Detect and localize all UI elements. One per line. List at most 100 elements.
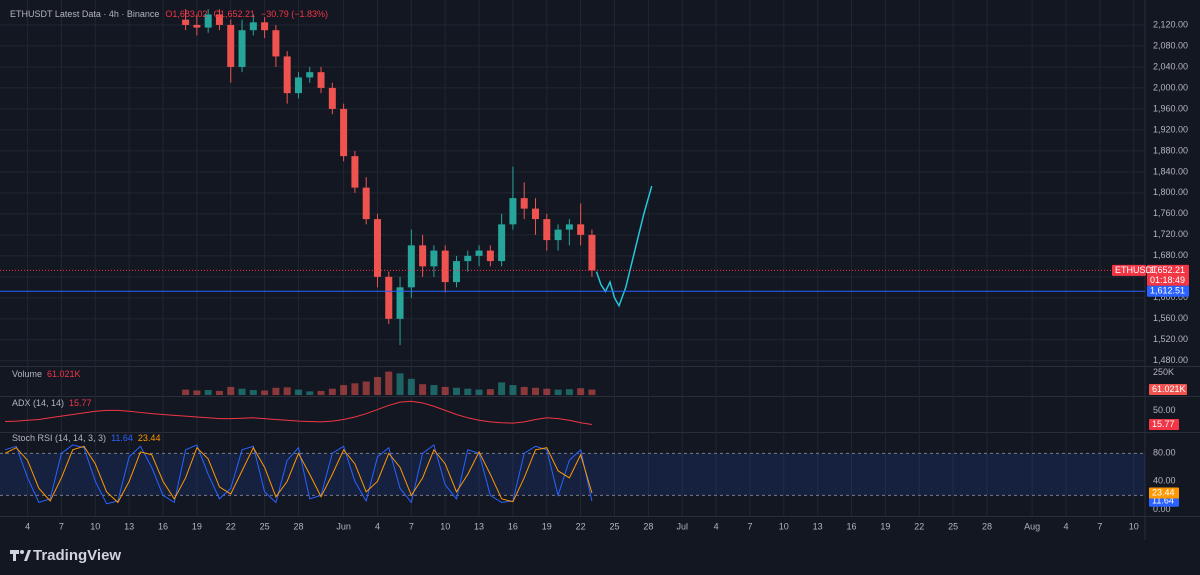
- candle-body: [340, 108, 348, 157]
- legend-close: C1,652.21: [213, 9, 255, 19]
- candle-body: [272, 30, 280, 57]
- volume-bar: [407, 378, 415, 395]
- volume-bar: [430, 385, 438, 395]
- volume-bar: [419, 384, 427, 395]
- last-value: 15.77: [1152, 419, 1175, 429]
- x-tick-label: Jul: [676, 521, 688, 531]
- volume-bar: [475, 389, 483, 395]
- y-tick-label: 80.00: [1153, 448, 1176, 458]
- volume-bar: [261, 390, 269, 395]
- indicator-line: [4, 400, 593, 425]
- candle-body: [543, 219, 551, 241]
- volume-bar: [531, 387, 539, 395]
- volume-bar: [351, 383, 359, 395]
- candle-body: [452, 261, 460, 283]
- volume-bar: [249, 390, 257, 395]
- x-tick-label: 10: [440, 521, 450, 531]
- candle-body: [565, 224, 573, 230]
- volume-bar: [588, 389, 596, 395]
- candle-body: [238, 30, 246, 67]
- volume-bar: [486, 389, 494, 395]
- candle-body: [351, 156, 359, 188]
- candle-body: [261, 22, 269, 31]
- volume-bar: [215, 390, 223, 395]
- candle-body: [577, 224, 585, 235]
- x-tick-label: 28: [982, 521, 992, 531]
- candle-body: [362, 187, 370, 220]
- candle-body: [509, 198, 517, 225]
- x-tick-label: 19: [880, 521, 890, 531]
- volume-bar: [509, 385, 517, 395]
- volume-bar: [498, 382, 506, 395]
- candle-body: [475, 250, 483, 256]
- candle-body: [249, 22, 257, 31]
- x-tick-label: 4: [25, 521, 30, 531]
- y-tick-label: 1,760.00: [1153, 208, 1188, 218]
- y-tick-label: 0.00: [1153, 504, 1171, 514]
- pane-title: Stoch RSI (14, 14, 3, 3) 11.64 23.44: [12, 433, 160, 443]
- legend-change: −30.79 (−1.83%): [261, 9, 328, 19]
- candle-body: [294, 77, 302, 94]
- x-tick-label: 22: [576, 521, 586, 531]
- y-tick-label: 1,720.00: [1153, 229, 1188, 239]
- last-value-box: [1149, 487, 1179, 499]
- volume-bar: [306, 391, 314, 395]
- x-tick-label: 22: [914, 521, 924, 531]
- x-tick-label: 7: [409, 521, 414, 531]
- candle-body: [464, 255, 472, 262]
- y-tick-label: 2,080.00: [1153, 40, 1188, 50]
- symbol-tag-box: [1112, 264, 1146, 276]
- x-tick-label: 28: [293, 521, 303, 531]
- x-tick-label: 4: [375, 521, 380, 531]
- band: [0, 453, 1145, 496]
- pane-title: Volume 61.021K: [12, 369, 81, 379]
- logo: [10, 550, 31, 561]
- candle-body: [531, 208, 539, 220]
- adx-title: ADX (14, 14): [12, 398, 64, 408]
- stoch-title: Stoch RSI (14, 14, 3, 3): [12, 433, 106, 443]
- y-tick-label: 2,000.00: [1153, 82, 1188, 92]
- y-tick-label: 1,840.00: [1153, 166, 1188, 176]
- volume-bar: [294, 389, 302, 395]
- candle-body: [419, 245, 427, 267]
- candle-body: [430, 250, 438, 267]
- pane-title: ADX (14, 14) 15.77: [12, 398, 92, 408]
- volume-title: Volume: [12, 369, 42, 379]
- x-tick-label: 13: [124, 521, 134, 531]
- x-tick-label: 16: [847, 521, 857, 531]
- candle-body: [498, 224, 506, 262]
- y-tick-label: 1,680.00: [1153, 250, 1188, 260]
- y-tick-label: 50.00: [1153, 405, 1176, 415]
- x-tick-label: Jun: [336, 521, 351, 531]
- x-tick-label: 13: [813, 521, 823, 531]
- y-tick-label: 1,880.00: [1153, 145, 1188, 155]
- volume-bar: [452, 387, 460, 395]
- last-value: 23.44: [1152, 487, 1175, 497]
- candle-body: [283, 56, 291, 94]
- candle-body: [396, 287, 404, 319]
- candle-body: [441, 250, 449, 283]
- volume-bar: [520, 386, 528, 395]
- price-label-box: [1147, 285, 1189, 297]
- x-tick-label: 16: [158, 521, 168, 531]
- candle-body: [193, 24, 201, 28]
- y-tick-label: 1,480.00: [1153, 355, 1188, 365]
- countdown-box: [1147, 274, 1189, 286]
- last-value-box: [1149, 495, 1179, 507]
- y-tick-label: 1,800.00: [1153, 187, 1188, 197]
- volume-bar: [238, 388, 246, 395]
- x-tick-label: 28: [643, 521, 653, 531]
- candle-body: [486, 250, 494, 262]
- volume-bar: [283, 387, 291, 395]
- candle-body: [227, 24, 235, 67]
- x-tick-label: 19: [192, 521, 202, 531]
- volume-bar: [272, 387, 280, 395]
- volume-bar: [362, 381, 370, 395]
- x-tick-label: 10: [779, 521, 789, 531]
- indicator-line: [4, 444, 593, 505]
- candle-body: [328, 87, 336, 109]
- x-tick-label: 7: [747, 521, 752, 531]
- volume-bar: [543, 388, 551, 395]
